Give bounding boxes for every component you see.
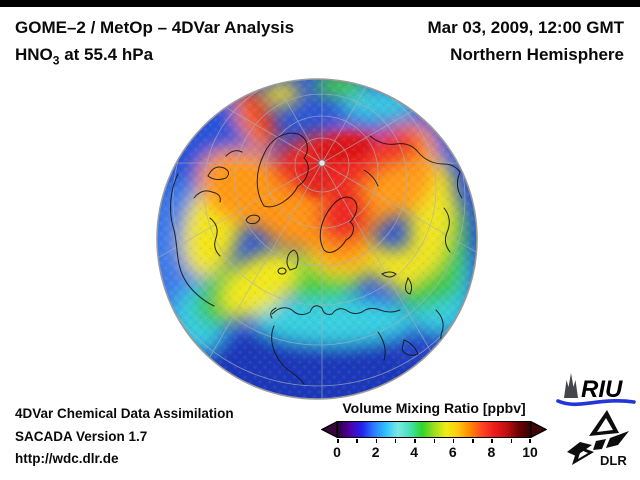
tick-label: 8 — [487, 444, 496, 460]
version-label: SACADA Version 1.7 — [15, 428, 148, 444]
dlr-logo: DLR — [567, 410, 629, 467]
colorbar-gradient — [337, 421, 531, 438]
tick-label: 6 — [448, 444, 457, 460]
model-grid-dither — [157, 79, 477, 399]
colorbar-title: Volume Mixing Ratio [ppbv] — [342, 400, 526, 416]
dlr-emblem-icon — [567, 410, 629, 465]
globe-rim — [156, 78, 478, 400]
url-label: http://wdc.dlr.de — [15, 451, 119, 466]
title-block-left: GOME–2 / MetOp – 4DVar Analysis HNO3 at … — [15, 14, 294, 74]
datetime-label: Mar 03, 2009, 12:00 GMT — [427, 18, 624, 37]
north-pole-marker — [318, 159, 326, 167]
riu-wordmark: RIU — [581, 376, 623, 403]
tick-label: 2 — [371, 444, 380, 460]
hno3-field — [157, 79, 477, 399]
credit-block: 4DVar Chemical Data Assimilation SACADA … — [15, 403, 234, 471]
riu-logo: RIU — [556, 373, 636, 407]
dlr-wordmark: DLR — [600, 453, 627, 467]
tick-label: 10 — [522, 444, 538, 460]
assimilation-label: 4DVar Chemical Data Assimilation — [15, 406, 234, 421]
graticule — [157, 79, 477, 399]
tick-label: 4 — [410, 444, 419, 460]
colorbar-left-arrow — [321, 421, 337, 438]
hemisphere-label: Northern Hemisphere — [450, 45, 624, 64]
globe-map — [156, 78, 478, 400]
colorbar-tick-labels: 0 2 4 6 8 10 — [333, 444, 538, 460]
title-block-right: Mar 03, 2009, 12:00 GMT Northern Hemisph… — [427, 14, 624, 68]
cathedral-icon — [564, 373, 578, 398]
top-border-bar — [0, 0, 640, 7]
analysis-title: GOME–2 / MetOp – 4DVar Analysis — [15, 18, 295, 37]
colorbar-ticks — [337, 439, 531, 444]
colorbar-right-arrow — [531, 421, 547, 438]
species-level-title: HNO3 at 55.4 hPa — [15, 45, 154, 68]
colorbar — [321, 421, 547, 438]
coastlines — [170, 132, 463, 385]
rhine-swoosh-icon — [556, 399, 636, 407]
tick-label: 0 — [333, 444, 341, 460]
